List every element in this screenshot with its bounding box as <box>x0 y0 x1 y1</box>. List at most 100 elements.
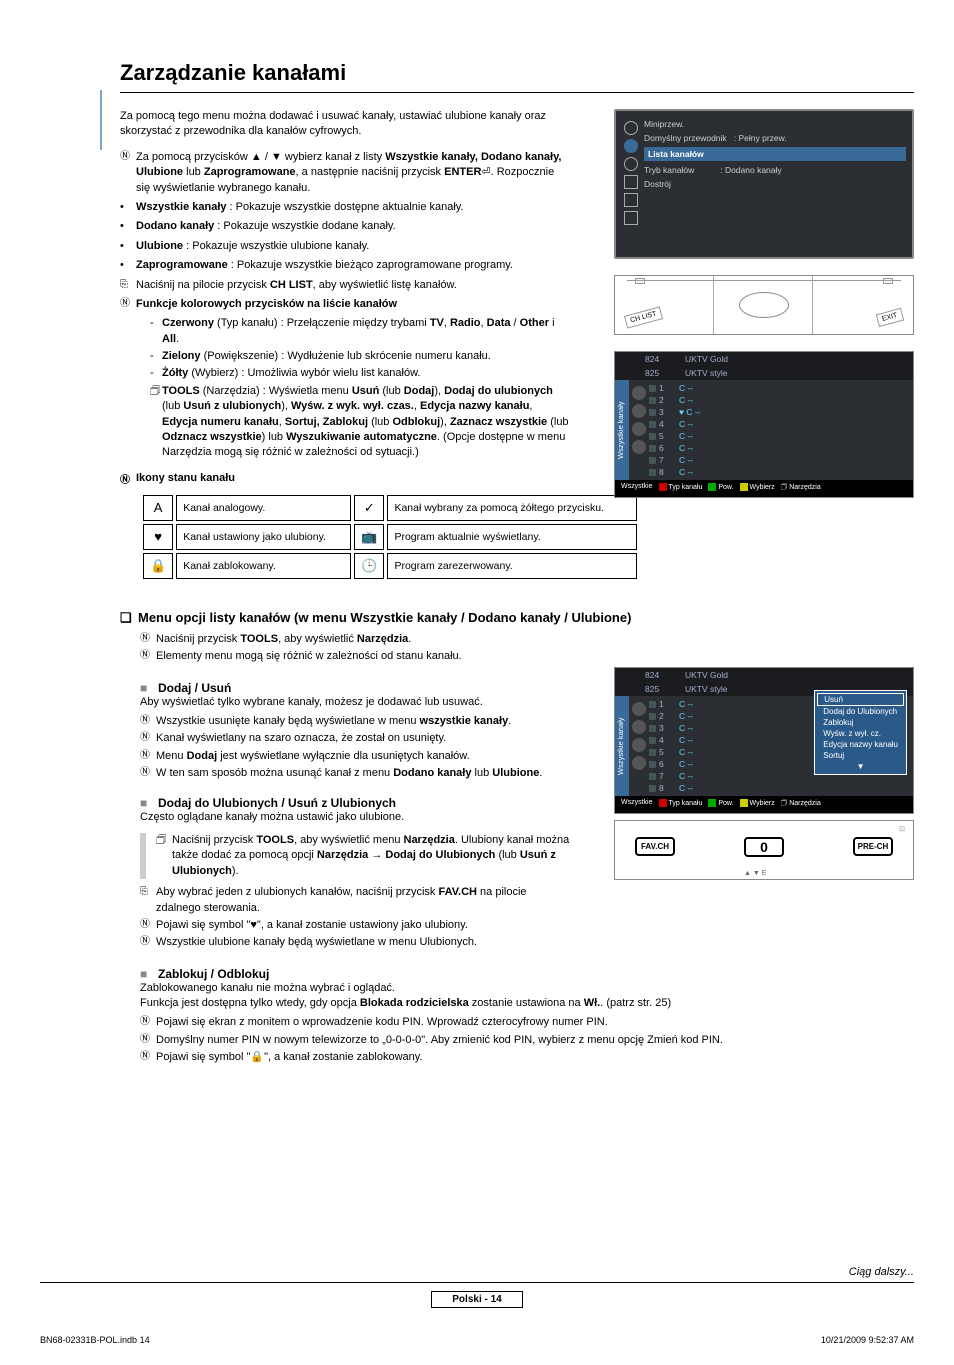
osd-row: Domyślny przewodnik : Pełny przew. <box>644 131 906 145</box>
note-icon: Ⓝ <box>140 749 156 764</box>
ch-name: UKTV Gold <box>685 670 728 680</box>
filter-icon <box>632 422 646 436</box>
remote-icon: ⎘ <box>120 278 136 293</box>
osd-icon <box>624 157 638 171</box>
tools-more: ▼ <box>817 761 904 772</box>
note-icon: Ⓝ <box>120 297 136 312</box>
desc-heart: Kanał ustawiony jako ulubiony. <box>176 524 351 550</box>
fav-head: Dodaj do Ulubionych / Usuń z Ulubionych <box>158 796 396 810</box>
add-body: Aby wyświetlać tylko wybrane kanały, moż… <box>140 695 570 710</box>
timestamp: 10/21/2009 9:52:37 AM <box>821 1335 914 1345</box>
note-icon: Ⓝ <box>140 1015 156 1030</box>
lock-l1: Pojawi się ekran z monitem o wprowadzeni… <box>156 1015 608 1030</box>
chlist-key: CH LIST <box>624 306 663 328</box>
filter-icon <box>632 440 646 454</box>
add-l3: Menu Dodaj jest wyświetlane wyłącznie dl… <box>156 749 470 764</box>
lock-body2: Funkcja jest dostępna tylko wtedy, gdy o… <box>140 996 914 1011</box>
intro-paragraph: Za pomocą tego menu można dodawać i usuw… <box>120 109 570 140</box>
favch-key: FAV.CH <box>635 837 675 856</box>
title-rule <box>120 92 914 93</box>
osd-side-label: Kanał <box>4 12 13 31</box>
note-icon: Ⓝ <box>140 632 156 647</box>
tools-icon: 🗇 <box>156 833 172 879</box>
osd-row: Dostrój <box>644 177 906 191</box>
tools-item: Edycja nazwy kanału <box>817 739 904 750</box>
icon-analog: A <box>143 495 173 521</box>
osd-icon <box>624 175 638 189</box>
tools-item: Usuń <box>817 693 904 706</box>
icon-check: ✓ <box>354 495 384 521</box>
square-icon: ■ <box>140 967 158 981</box>
note-icon: Ⓝ <box>120 150 136 196</box>
icon-lock: 🔒 <box>143 553 173 579</box>
filter-icon <box>632 404 646 418</box>
table-row: A Kanał analogowy. ✓ Kanał wybrany za po… <box>143 495 637 521</box>
fav-l1: Aby wybrać jeden z ulubionych kanałów, n… <box>156 885 570 916</box>
desc-lock: Kanał zablokowany. <box>176 553 351 579</box>
menu-options-head: Menu opcji listy kanałów (w menu Wszystk… <box>138 610 631 626</box>
ch-num: 824 <box>645 670 685 680</box>
cf-yellow: Żółty (Wybierz) : Umożliwia wybór wielu … <box>162 366 570 381</box>
cf-tools: TOOLS (Narzędzia) : Wyświetla menu Usuń … <box>162 384 570 461</box>
note-icon: Ⓝ <box>140 918 156 933</box>
side-tab: Wszystkie kanały <box>615 380 629 480</box>
tools-menu: Usuń Dodaj do Ulubionych Zablokuj Wyśw. … <box>814 690 907 775</box>
dash-icon: - <box>150 316 162 347</box>
desc-clock: Program zarezerwowany. <box>387 553 637 579</box>
add-l2: Kanał wyświetlany na szaro oznacza, że z… <box>156 731 446 746</box>
bullet-icon: • <box>120 200 136 215</box>
icon-heart: ♥ <box>143 524 173 550</box>
arrows-label: ▲ ▼ E <box>744 870 766 877</box>
desc-analog: Kanał analogowy. <box>176 495 351 521</box>
remote-icon: ⎘ <box>140 885 156 916</box>
doc-ref: BN68-02331B-POL.indb 14 <box>40 1335 150 1345</box>
tools-item: Wyśw. z wył. cz. <box>817 728 904 739</box>
add-head: Dodaj / Usuń <box>158 681 231 695</box>
item-all: Wszystkie kanały : Pokazuje wszystkie do… <box>136 200 464 215</box>
filter-icon <box>632 756 646 770</box>
item-fav: Ulubione : Pokazuje wszystkie ulubione k… <box>136 239 369 254</box>
panel-footer: Wszystkie Typ kanału Pow. Wybierz 🗇 Narz… <box>615 480 913 497</box>
osd-row: Tryb kanałów : Dodano kanały <box>644 163 906 177</box>
filter-icon <box>632 738 646 752</box>
dash-icon: - <box>150 366 162 381</box>
lock-l3: Pojawi się symbol "🔒", a kanał zostanie … <box>156 1050 422 1065</box>
ch-num: 825 <box>645 684 685 694</box>
fav-l3: Wszystkie ulubione kanały będą wyświetla… <box>156 935 477 950</box>
tools-item: Zablokuj <box>817 717 904 728</box>
note-icon: Ⓝ <box>140 714 156 729</box>
continue-label: Ciąg dalszy... <box>40 1106 914 1278</box>
ch-name: UKTV style <box>685 368 728 378</box>
note-icon: Ⓝ <box>140 935 156 950</box>
remote-diagram-2: FAV.CH 0 PRE-CH ⊡ ▲ ▼ E <box>614 820 914 880</box>
icon-tv: 📺 <box>354 524 384 550</box>
filter-icon <box>632 386 646 400</box>
note-icon: Ⓝ <box>140 1050 156 1065</box>
instruction-text: Za pomocą przycisków ▲ / ▼ wybierz kanał… <box>136 150 570 196</box>
table-row: ♥ Kanał ustawiony jako ulubiony. 📺 Progr… <box>143 524 637 550</box>
add-l1: Wszystkie usunięte kanały będą wyświetla… <box>156 714 511 729</box>
ch-num: 825 <box>645 368 685 378</box>
note-icon: Ⓝ <box>140 766 156 781</box>
channel-rows: 1C -- 2C -- 3♥ C -- 4C -- 5C -- 6C -- 7C… <box>649 380 913 480</box>
exit-key: EXIT <box>876 308 904 327</box>
osd-row: Miniprzew. <box>644 117 906 131</box>
osd-icon <box>624 139 638 153</box>
desc-tv: Program aktualnie wyświetlany. <box>387 524 637 550</box>
filter-icon <box>632 702 646 716</box>
tools-icon: 🗇 <box>150 384 162 461</box>
osd-icon <box>624 193 638 207</box>
dash-icon: - <box>150 349 162 364</box>
accent-bar <box>100 90 102 150</box>
filter-icon <box>632 720 646 734</box>
page-title: Zarządzanie kanałami <box>120 60 914 86</box>
desc-check: Kanał wybrany za pomocą żółtego przycisk… <box>387 495 637 521</box>
page-badge: Polski - 14 <box>431 1291 522 1308</box>
ch-name: UKTV style <box>685 684 728 694</box>
remote-diagram-1: CH LIST EXIT <box>614 275 914 335</box>
channel-list-panel-1: 824 UKTV Gold 825 UKTV style Wszystkie k… <box>614 351 914 498</box>
menu-note-1: Naciśnij przycisk TOOLS, aby wyświetlić … <box>156 632 411 647</box>
note-icon: Ⓝ <box>120 471 136 486</box>
item-prog: Zaprogramowane : Pokazuje wszystkie bież… <box>136 258 513 273</box>
lock-body1: Zablokowanego kanału nie można wybrać i … <box>140 981 914 996</box>
